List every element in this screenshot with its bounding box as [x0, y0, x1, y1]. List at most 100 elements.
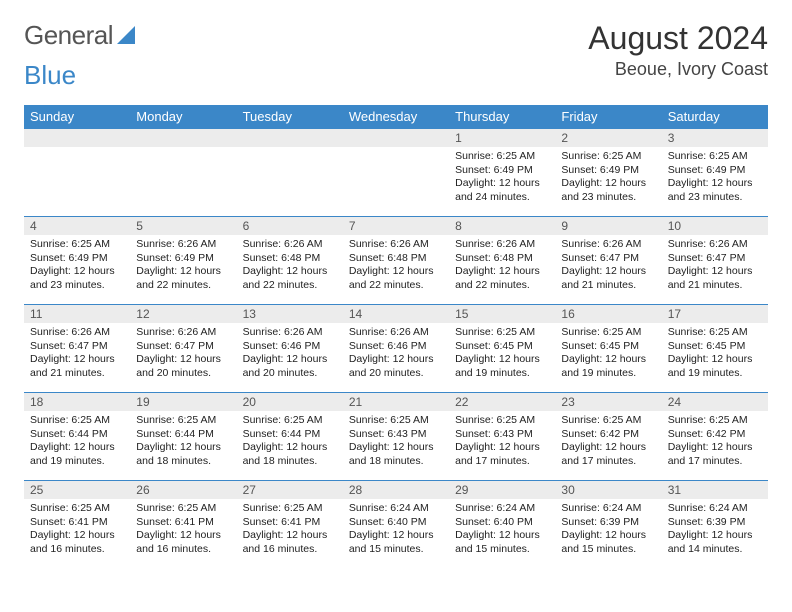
calendar-cell-empty: [24, 129, 130, 217]
sunrise-line: Sunrise: 6:25 AM: [455, 414, 549, 428]
day-details: Sunrise: 6:25 AMSunset: 6:43 PMDaylight:…: [449, 411, 555, 473]
calendar-cell: 21Sunrise: 6:25 AMSunset: 6:43 PMDayligh…: [343, 393, 449, 481]
day-details: Sunrise: 6:24 AMSunset: 6:39 PMDaylight:…: [662, 499, 768, 561]
calendar-cell-empty: [130, 129, 236, 217]
calendar-row: 1Sunrise: 6:25 AMSunset: 6:49 PMDaylight…: [24, 129, 768, 217]
day-number: 3: [662, 129, 768, 147]
day-details: Sunrise: 6:26 AMSunset: 6:47 PMDaylight:…: [130, 323, 236, 385]
sunset-line: Sunset: 6:43 PM: [455, 428, 549, 442]
day-details: Sunrise: 6:25 AMSunset: 6:43 PMDaylight:…: [343, 411, 449, 473]
sunrise-line: Sunrise: 6:26 AM: [243, 326, 337, 340]
daylight-line: Daylight: 12 hours and 21 minutes.: [561, 265, 655, 292]
sunset-line: Sunset: 6:47 PM: [561, 252, 655, 266]
sunrise-line: Sunrise: 6:24 AM: [455, 502, 549, 516]
sunrise-line: Sunrise: 6:25 AM: [668, 326, 762, 340]
sunrise-line: Sunrise: 6:24 AM: [561, 502, 655, 516]
sunset-line: Sunset: 6:41 PM: [30, 516, 124, 530]
day-number: 18: [24, 393, 130, 411]
calendar-cell: 19Sunrise: 6:25 AMSunset: 6:44 PMDayligh…: [130, 393, 236, 481]
calendar-cell: 30 Sunrise: 6:24 AMSunset: 6:39 PMDayligh…: [555, 481, 661, 569]
day-number: 6: [237, 217, 343, 235]
weekday-header: Sunday: [24, 105, 130, 129]
weekday-header-row: SundayMondayTuesdayWednesdayThursdayFrid…: [24, 105, 768, 129]
day-number: 30: [555, 481, 661, 499]
day-number: 14: [343, 305, 449, 323]
calendar-cell: 22Sunrise: 6:25 AMSunset: 6:43 PMDayligh…: [449, 393, 555, 481]
daylight-line: Daylight: 12 hours and 15 minutes.: [349, 529, 443, 556]
sunset-line: Sunset: 6:39 PM: [668, 516, 762, 530]
daylight-line: Daylight: 12 hours and 17 minutes.: [668, 441, 762, 468]
day-number: 4: [24, 217, 130, 235]
daylight-line: Daylight: 12 hours and 20 minutes.: [136, 353, 230, 380]
calendar-cell: 28Sunrise: 6:24 AMSunset: 6:40 PMDayligh…: [343, 481, 449, 569]
sunrise-line: Sunrise: 6:25 AM: [349, 414, 443, 428]
day-details: Sunrise: 6:25 AMSunset: 6:45 PMDaylight:…: [555, 323, 661, 385]
day-number: 12: [130, 305, 236, 323]
sunrise-line: Sunrise: 6:25 AM: [561, 326, 655, 340]
weekday-header: Saturday: [662, 105, 768, 129]
calendar-cell: 11Sunrise: 6:26 AMSunset: 6:47 PMDayligh…: [24, 305, 130, 393]
daylight-line: Daylight: 12 hours and 18 minutes.: [349, 441, 443, 468]
sunset-line: Sunset: 6:49 PM: [668, 164, 762, 178]
weekday-header: Friday: [555, 105, 661, 129]
daylight-line: Daylight: 12 hours and 14 minutes.: [668, 529, 762, 556]
daylight-line: Daylight: 12 hours and 22 minutes.: [349, 265, 443, 292]
calendar-cell: 1Sunrise: 6:25 AMSunset: 6:49 PMDaylight…: [449, 129, 555, 217]
weekday-header: Thursday: [449, 105, 555, 129]
day-details: Sunrise: 6:26 AMSunset: 6:49 PMDaylight:…: [130, 235, 236, 297]
day-number: 16: [555, 305, 661, 323]
day-details: Sunrise: 6:26 AMSunset: 6:47 PMDaylight:…: [24, 323, 130, 385]
sunrise-line: Sunrise: 6:24 AM: [349, 502, 443, 516]
calendar-cell: 15Sunrise: 6:25 AMSunset: 6:45 PMDayligh…: [449, 305, 555, 393]
sunrise-line: Sunrise: 6:26 AM: [668, 238, 762, 252]
day-details: Sunrise: 6:25 AMSunset: 6:49 PMDaylight:…: [24, 235, 130, 297]
day-details: Sunrise: 6:25 AMSunset: 6:41 PMDaylight:…: [24, 499, 130, 561]
sunrise-line: Sunrise: 6:25 AM: [30, 414, 124, 428]
day-details: Sunrise: 6:26 AMSunset: 6:46 PMDaylight:…: [237, 323, 343, 385]
weekday-header: Wednesday: [343, 105, 449, 129]
sunset-line: Sunset: 6:49 PM: [30, 252, 124, 266]
day-details: Sunrise: 6:26 AMSunset: 6:48 PMDaylight:…: [343, 235, 449, 297]
sunset-line: Sunset: 6:45 PM: [561, 340, 655, 354]
daylight-line: Daylight: 12 hours and 19 minutes.: [455, 353, 549, 380]
day-details: Sunrise: 6:25 AMSunset: 6:42 PMDaylight:…: [555, 411, 661, 473]
month-title: August 2024: [588, 20, 768, 57]
day-number: 25: [24, 481, 130, 499]
sunset-line: Sunset: 6:48 PM: [455, 252, 549, 266]
daylight-line: Daylight: 12 hours and 23 minutes.: [30, 265, 124, 292]
sunset-line: Sunset: 6:47 PM: [668, 252, 762, 266]
day-number: 5: [130, 217, 236, 235]
daylight-line: Daylight: 12 hours and 20 minutes.: [243, 353, 337, 380]
sunrise-line: Sunrise: 6:26 AM: [561, 238, 655, 252]
location: Beoue, Ivory Coast: [588, 59, 768, 80]
day-number: 22: [449, 393, 555, 411]
day-details: Sunrise: 6:25 AMSunset: 6:42 PMDaylight:…: [662, 411, 768, 473]
daylight-line: Daylight: 12 hours and 17 minutes.: [561, 441, 655, 468]
sunset-line: Sunset: 6:39 PM: [561, 516, 655, 530]
daylight-line: Daylight: 12 hours and 20 minutes.: [349, 353, 443, 380]
day-number: 31: [662, 481, 768, 499]
day-number: 29: [449, 481, 555, 499]
sunrise-line: Sunrise: 6:25 AM: [30, 502, 124, 516]
day-number: 21: [343, 393, 449, 411]
daylight-line: Daylight: 12 hours and 19 minutes.: [668, 353, 762, 380]
day-number: 8: [449, 217, 555, 235]
daylight-line: Daylight: 12 hours and 15 minutes.: [561, 529, 655, 556]
sunset-line: Sunset: 6:44 PM: [136, 428, 230, 442]
sunset-line: Sunset: 6:45 PM: [455, 340, 549, 354]
calendar-cell: 8Sunrise: 6:26 AMSunset: 6:48 PMDaylight…: [449, 217, 555, 305]
day-details: Sunrise: 6:26 AMSunset: 6:47 PMDaylight:…: [662, 235, 768, 297]
sunrise-line: Sunrise: 6:25 AM: [455, 150, 549, 164]
calendar-cell: 6Sunrise: 6:26 AMSunset: 6:48 PMDaylight…: [237, 217, 343, 305]
sunset-line: Sunset: 6:49 PM: [561, 164, 655, 178]
day-details: Sunrise: 6:25 AMSunset: 6:44 PMDaylight:…: [130, 411, 236, 473]
sunrise-line: Sunrise: 6:26 AM: [349, 238, 443, 252]
calendar-cell: 18Sunrise: 6:25 AMSunset: 6:44 PMDayligh…: [24, 393, 130, 481]
daylight-line: Daylight: 12 hours and 22 minutes.: [136, 265, 230, 292]
daylight-line: Daylight: 12 hours and 22 minutes.: [243, 265, 337, 292]
calendar-cell: 13Sunrise: 6:26 AMSunset: 6:46 PMDayligh…: [237, 305, 343, 393]
daylight-line: Daylight: 12 hours and 18 minutes.: [243, 441, 337, 468]
day-details: Sunrise: 6:24 AMSunset: 6:40 PMDaylight:…: [449, 499, 555, 561]
daylight-line: Daylight: 12 hours and 15 minutes.: [455, 529, 549, 556]
day-number: 15: [449, 305, 555, 323]
